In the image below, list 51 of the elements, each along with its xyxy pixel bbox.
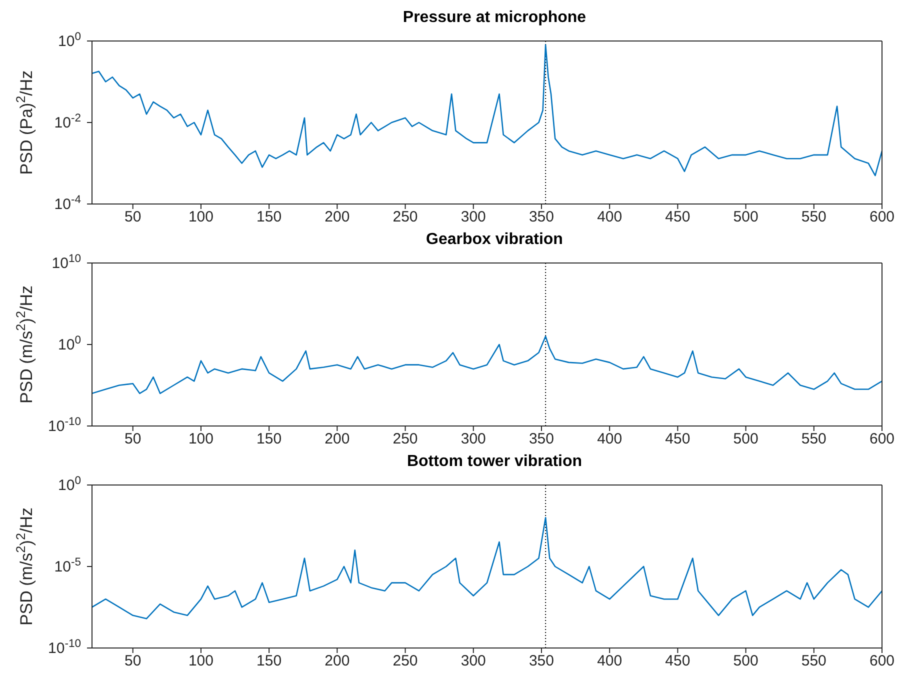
x-tick-label: 550	[801, 652, 826, 670]
x-tick-label: 400	[597, 208, 622, 226]
x-tick-label: 150	[256, 652, 282, 670]
x-tick-label: 600	[869, 430, 895, 448]
x-tick-label: 150	[256, 430, 282, 448]
x-tick-label: 450	[665, 652, 690, 670]
x-tick-label: 500	[733, 208, 758, 226]
x-tick-label: 350	[528, 652, 554, 670]
y-tick-label: 10$^{-4}$	[54, 194, 81, 213]
y-tick-label: 10$^{-5}$	[54, 556, 81, 576]
x-tick-label: 50	[124, 430, 142, 448]
y-tick-label: 10$^{0}$	[58, 334, 81, 354]
x-tick-label: 300	[460, 430, 486, 448]
x-tick-label: 250	[392, 430, 418, 448]
line-series	[92, 336, 882, 394]
chart-title: Pressure at microphone	[402, 8, 588, 28]
x-tick-label: 400	[597, 430, 622, 448]
x-tick-label: 100	[188, 430, 214, 448]
x-tick-label: 550	[801, 208, 826, 226]
y-tick-label: 10$^{0}$	[58, 475, 81, 494]
x-tick-label: 200	[324, 430, 350, 448]
x-tick-label: 100	[188, 652, 214, 670]
x-tick-label: 250	[392, 652, 418, 670]
x-tick-label: 150	[256, 208, 282, 226]
x-tick-label: 50	[124, 652, 142, 670]
line-series	[92, 44, 882, 176]
x-tick-label: 550	[801, 430, 826, 448]
chart-title: Bottom tower vibration	[406, 452, 584, 472]
y-tick-label: 10$^{-10}$	[48, 416, 81, 435]
x-tick-label: 300	[460, 652, 486, 670]
y-tick-label: 10$^{10}$	[52, 253, 81, 272]
x-tick-label: 250	[392, 208, 418, 226]
x-tick-label: 200	[324, 208, 350, 226]
x-tick-label: 600	[869, 652, 895, 670]
x-tick-label: 100	[188, 208, 214, 226]
y-tick-label: 10$^{-2}$	[54, 112, 81, 132]
x-tick-label: 450	[665, 430, 690, 448]
line-series	[92, 516, 882, 620]
x-tick-label: 200	[324, 652, 350, 670]
x-tick-label: 50	[124, 208, 142, 226]
y-tick-label: 10$^{-10}$	[48, 638, 81, 657]
x-tick-label: 350	[528, 208, 554, 226]
x-tick-label: 350	[528, 430, 554, 448]
x-tick-label: 500	[733, 652, 758, 670]
x-tick-label: 500	[733, 430, 758, 448]
x-tick-label: 400	[597, 652, 622, 670]
x-tick-label: 450	[665, 208, 690, 226]
chart-title: Gearbox vibration	[425, 230, 564, 250]
y-tick-label: 10$^{0}$	[58, 31, 81, 50]
x-tick-label: 300	[460, 208, 486, 226]
x-tick-label: 600	[869, 208, 895, 226]
